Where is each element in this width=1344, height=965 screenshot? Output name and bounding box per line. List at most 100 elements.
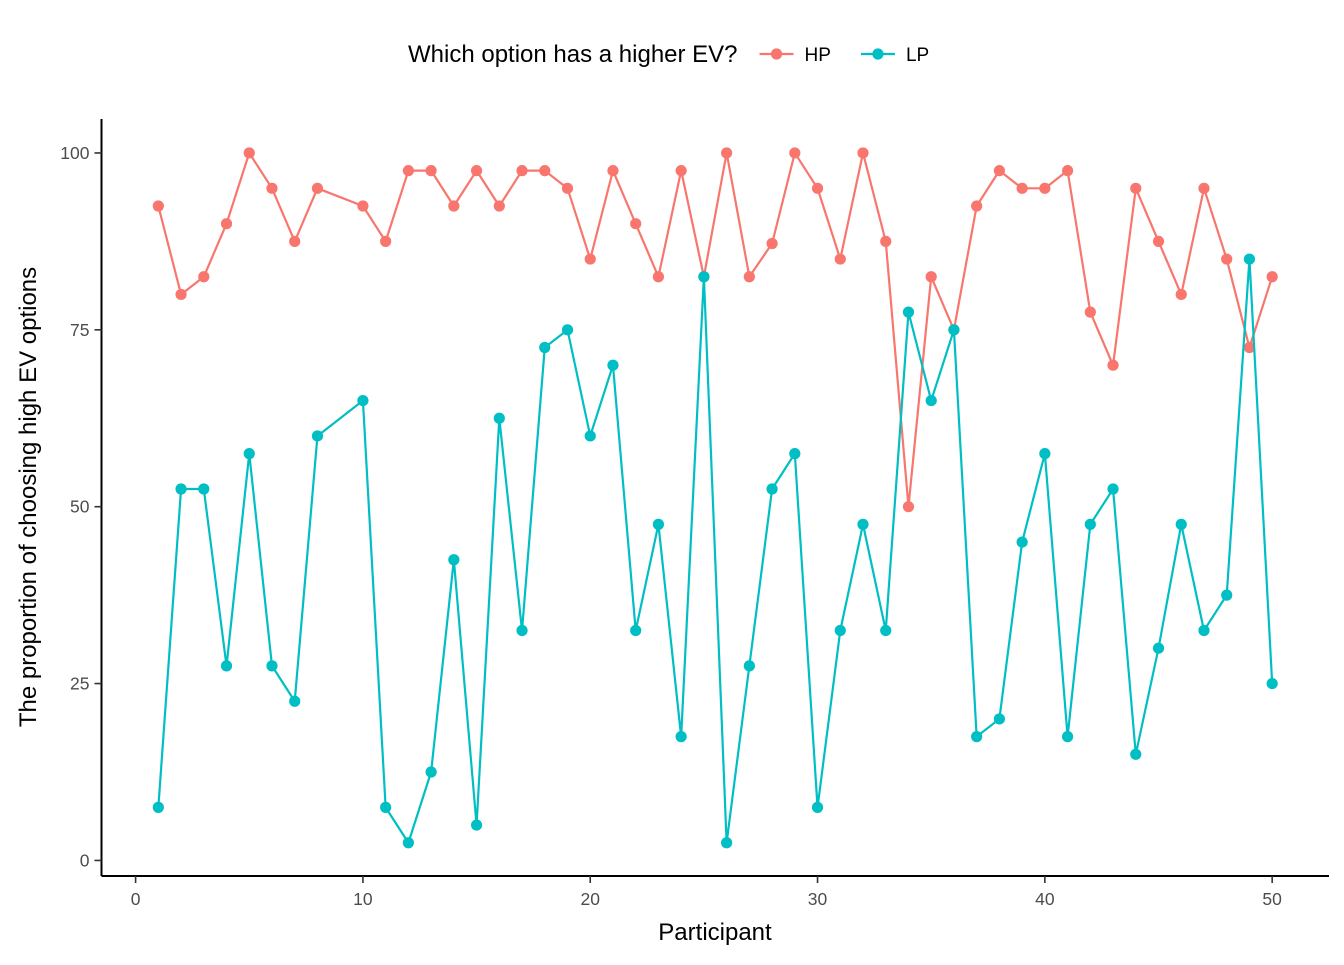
data-point-hp — [721, 147, 733, 159]
data-point-lp — [1175, 518, 1187, 530]
legend-items: HP LP — [759, 45, 929, 66]
data-point-hp — [880, 235, 892, 247]
data-point-lp — [925, 394, 937, 407]
y-tick-label: 75 — [70, 320, 89, 340]
data-point-lp — [584, 430, 596, 442]
data-point-lp — [993, 713, 1005, 725]
data-point-hp — [675, 165, 687, 177]
data-point-hp — [789, 147, 801, 159]
data-point-lp — [1061, 731, 1074, 743]
data-point-hp — [152, 200, 164, 212]
data-point-lp — [152, 801, 164, 813]
data-point-lp — [948, 324, 960, 336]
data-point-lp — [1016, 536, 1028, 548]
data-point-lp — [880, 624, 892, 637]
data-point-lp — [834, 624, 846, 637]
data-point-hp — [289, 235, 301, 247]
x-tick-label: 10 — [353, 889, 373, 909]
series-line-hp — [157, 151, 1274, 508]
data-point-lp — [630, 624, 642, 637]
legend-label: HP — [805, 45, 831, 66]
data-point-hp — [357, 200, 369, 212]
data-point-lp — [811, 801, 824, 813]
data-point-hp — [243, 147, 255, 159]
data-point-hp — [1039, 182, 1051, 194]
data-point-hp — [971, 200, 983, 212]
y-axis-title: The proportion of choosing high EV optio… — [15, 267, 42, 727]
data-point-lp — [857, 518, 869, 530]
data-point-hp — [1198, 182, 1210, 194]
data-point-lp — [357, 394, 369, 407]
data-point-hp — [766, 237, 778, 250]
data-point-hp — [516, 165, 528, 177]
data-point-hp — [630, 218, 642, 230]
data-point-hp — [652, 271, 665, 283]
data-point-hp — [607, 165, 619, 177]
data-point-hp — [220, 218, 233, 230]
data-point-lp — [516, 624, 528, 637]
data-point-lp — [1130, 748, 1142, 760]
data-point-lp — [1039, 448, 1051, 460]
legend-key-point — [872, 48, 884, 60]
data-point-lp — [175, 483, 187, 495]
data-point-hp — [1084, 306, 1096, 318]
data-point-lp — [1152, 642, 1165, 654]
data-point-hp — [584, 253, 596, 265]
data-point-hp — [1266, 271, 1278, 283]
data-point-lp — [493, 412, 505, 424]
data-point-hp — [1130, 182, 1142, 194]
data-point-lp — [902, 306, 915, 318]
data-point-hp — [902, 501, 915, 513]
y-tick-label: 100 — [60, 143, 89, 163]
data-point-hp — [311, 182, 324, 194]
x-tick-label: 40 — [1035, 889, 1055, 909]
data-point-hp — [1107, 359, 1119, 371]
legend-key-point — [770, 48, 783, 60]
data-point-hp — [1175, 288, 1187, 301]
data-point-hp — [380, 235, 392, 247]
data-point-lp — [971, 731, 983, 743]
data-point-lp — [1221, 589, 1233, 601]
x-tick-label: 50 — [1262, 889, 1282, 909]
y-tick-label: 50 — [70, 497, 90, 517]
data-point-hp — [834, 253, 846, 265]
data-point-hp — [470, 165, 483, 177]
data-point-hp — [1061, 165, 1074, 177]
data-point-hp — [493, 200, 505, 212]
data-point-hp — [1152, 235, 1165, 247]
data-point-hp — [448, 200, 460, 212]
y-ticks: 0 25 50 75 100 — [60, 143, 102, 870]
y-tick-label: 25 — [70, 674, 89, 694]
data-point-hp — [1221, 253, 1233, 265]
data-point-hp — [561, 182, 574, 194]
x-axis-title: Participant — [658, 919, 772, 946]
data-point-lp — [198, 483, 210, 495]
y-tick-label: 0 — [80, 850, 90, 870]
data-point-hp — [425, 165, 437, 177]
data-point-hp — [857, 147, 869, 159]
series-hp — [152, 147, 1278, 513]
legend-item-lp: LP — [860, 45, 929, 66]
legend-item-hp: HP — [759, 45, 831, 66]
data-point-lp — [289, 695, 301, 707]
data-point-lp — [698, 271, 710, 283]
x-tick-label: 20 — [580, 889, 600, 909]
data-point-hp — [743, 271, 755, 283]
data-point-hp — [402, 165, 414, 177]
data-point-lp — [402, 837, 414, 849]
data-point-lp — [380, 801, 392, 813]
data-point-lp — [220, 660, 233, 672]
data-point-lp — [766, 483, 778, 495]
x-tick-label: 0 — [131, 889, 141, 909]
data-point-lp — [1266, 677, 1278, 690]
data-point-lp — [1107, 483, 1119, 495]
data-point-hp — [993, 165, 1005, 177]
data-point-lp — [470, 819, 483, 831]
legend-label: LP — [906, 45, 929, 66]
data-point-lp — [243, 448, 255, 460]
data-point-hp — [1243, 341, 1256, 354]
data-point-hp — [266, 182, 278, 194]
data-point-lp — [448, 554, 460, 566]
data-point-lp — [1243, 253, 1256, 265]
